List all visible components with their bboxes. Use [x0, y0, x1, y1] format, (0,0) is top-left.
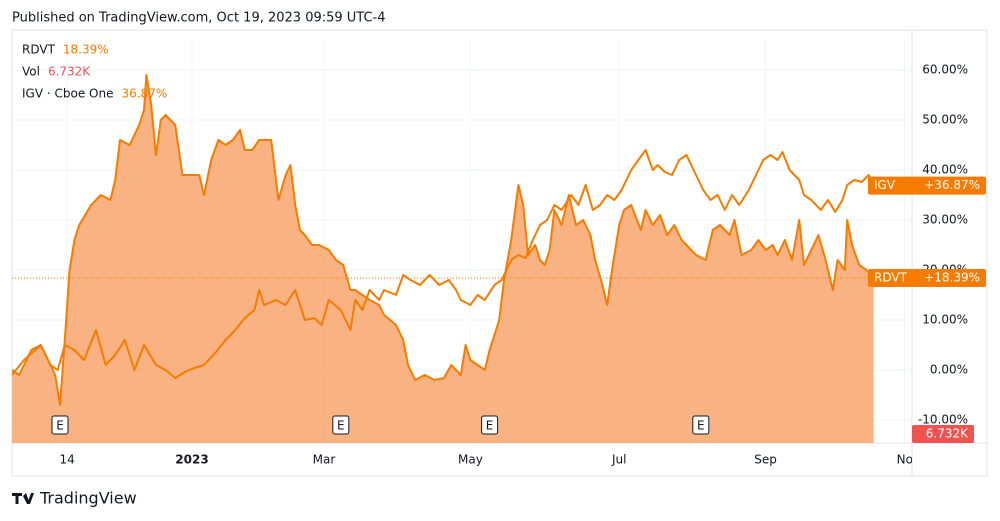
y-tick-label: 40.00%	[922, 163, 968, 177]
earnings-marker: E	[481, 415, 499, 435]
price-tag-value: +36.87%	[924, 178, 980, 192]
y-tick-label: 0.00%	[930, 363, 968, 377]
x-tick-label: May	[458, 453, 483, 467]
earnings-marker: E	[332, 415, 350, 435]
earnings-marker: E	[51, 415, 69, 435]
line	[12, 149, 875, 379]
earnings-label: E	[56, 419, 64, 433]
earnings-label: E	[337, 419, 345, 433]
x-axis: 14 2023 Mar May Jul Sep No	[60, 453, 913, 467]
x-tick-label: Sep	[754, 453, 777, 467]
x-tick-label: 2023	[175, 453, 208, 467]
y-tick-label: -10.00%	[918, 413, 968, 427]
legend-value: 18.39%	[63, 43, 109, 57]
earnings-box	[51, 415, 69, 435]
earnings-box	[692, 415, 710, 435]
earnings-label: E	[697, 419, 705, 433]
earnings-box	[481, 415, 499, 435]
volume-tag-value: 6.732K	[926, 427, 969, 441]
chart-frame	[11, 29, 988, 477]
x-tick-label: 14	[60, 453, 75, 467]
footer-brand: TradingView	[39, 489, 137, 508]
x-tick-label: Jul	[611, 453, 626, 467]
area	[12, 75, 874, 443]
earnings-box	[332, 415, 350, 435]
header: Published on TradingView.com, Oct 19, 20…	[12, 11, 386, 26]
price-tag-name: RDVT	[874, 271, 908, 285]
price-tag: IGV +36.87%	[868, 176, 986, 195]
legend-value: 6.732K	[48, 65, 91, 79]
price-tag-name: IGV	[874, 178, 896, 192]
y-tick-label: 10.00%	[922, 313, 968, 327]
x-tick-label: Mar	[313, 453, 336, 467]
price-tag-value: +18.39%	[924, 271, 980, 285]
earnings-marker: E	[692, 415, 710, 435]
legend-name: RDVT	[22, 43, 56, 57]
price-tag: RDVT +18.39%	[868, 269, 986, 288]
y-tick-label: 50.00%	[922, 113, 968, 127]
y-tick-label: 60.00%	[922, 63, 968, 77]
y-tick-label: 30.00%	[922, 213, 968, 227]
legend-value: 36.87%	[121, 87, 167, 101]
legend-name: Vol	[22, 65, 40, 79]
x-tick-label: No	[897, 453, 913, 467]
price-tag-box	[868, 269, 986, 288]
price-tag-box	[868, 176, 986, 195]
logo: TradingView	[12, 489, 137, 508]
volume-tag-box	[912, 425, 974, 443]
line	[12, 74, 875, 406]
legend-name: IGV · Cboe One	[22, 87, 113, 101]
earnings-label: E	[486, 419, 494, 433]
